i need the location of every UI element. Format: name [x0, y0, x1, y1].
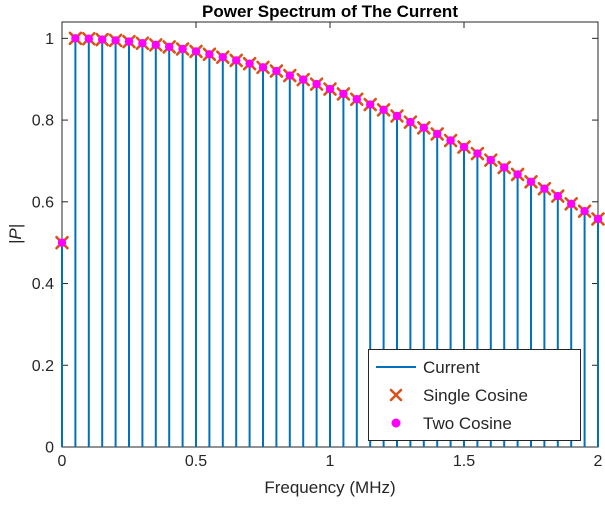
x-tick-label: 1 — [326, 453, 335, 470]
dot-marker — [339, 89, 348, 99]
dot-marker — [245, 59, 254, 68]
dot-marker — [366, 100, 375, 109]
dot-marker-icon — [369, 417, 423, 429]
y-axis-label: |P| — [6, 223, 25, 245]
legend-label: Current — [423, 357, 480, 377]
dot-marker — [124, 37, 134, 46]
legend-item-single-cosine[interactable]: Single Cosine — [369, 381, 580, 409]
dot-marker — [218, 52, 227, 62]
y-tick-label: 0.6 — [32, 194, 54, 211]
x-tick-label: 0 — [58, 453, 67, 470]
dot-marker — [312, 79, 321, 89]
dot-marker — [205, 50, 214, 59]
dot-marker — [593, 214, 603, 224]
cross-marker-icon — [369, 387, 423, 403]
dot-marker — [580, 207, 589, 216]
dot-marker — [540, 184, 549, 193]
dot-marker — [513, 170, 522, 179]
x-axis-label: Frequency (MHz) — [264, 478, 396, 497]
dot-marker — [285, 71, 294, 80]
dot-marker — [191, 47, 201, 56]
y-tick-label: 0.8 — [32, 113, 54, 130]
x-tick-label: 0.5 — [185, 453, 207, 470]
dot-marker — [272, 66, 281, 76]
legend-item-current[interactable]: Current — [369, 353, 580, 381]
dot-marker — [392, 111, 402, 121]
y-tick-label: 0.2 — [32, 358, 54, 375]
dot-marker — [406, 117, 415, 127]
dot-marker — [473, 149, 482, 158]
dot-marker — [111, 36, 120, 45]
legend-item-two-cosine[interactable]: Two Cosine — [369, 409, 580, 437]
line-sample-icon — [369, 366, 423, 368]
y-tick-label: 0.4 — [32, 276, 54, 293]
x-tick-label: 1.5 — [453, 453, 475, 470]
dot-marker — [446, 136, 455, 145]
dot-marker — [486, 155, 495, 165]
legend: Current Single Cosine Two Cosine — [368, 349, 581, 441]
dot-marker — [379, 105, 388, 115]
dot-marker — [258, 63, 268, 72]
dot-marker — [71, 34, 80, 43]
dot-marker — [165, 42, 174, 52]
x-tick-label: 2 — [594, 453, 603, 470]
dot-marker — [352, 95, 361, 104]
dot-marker — [433, 129, 442, 139]
y-tick-label: 1 — [45, 31, 54, 48]
dot-marker — [232, 56, 241, 65]
dot-marker — [151, 40, 160, 50]
dot-marker — [138, 39, 147, 48]
dot-marker — [84, 34, 94, 43]
dot-marker — [299, 75, 308, 84]
dot-marker — [178, 44, 187, 54]
dot-marker — [500, 163, 509, 172]
dot-marker — [419, 123, 428, 133]
dot-marker — [98, 35, 107, 44]
dot-marker — [325, 84, 335, 94]
dot-marker — [526, 177, 536, 186]
dot-marker — [459, 142, 469, 152]
chart-title: Power Spectrum of The Current — [202, 2, 458, 21]
y-tick-label: 0 — [45, 440, 54, 457]
dot-marker — [57, 238, 67, 247]
legend-label: Two Cosine — [423, 413, 512, 433]
legend-label: Single Cosine — [423, 385, 528, 405]
dot-marker — [553, 191, 562, 201]
dot-marker — [567, 199, 576, 209]
